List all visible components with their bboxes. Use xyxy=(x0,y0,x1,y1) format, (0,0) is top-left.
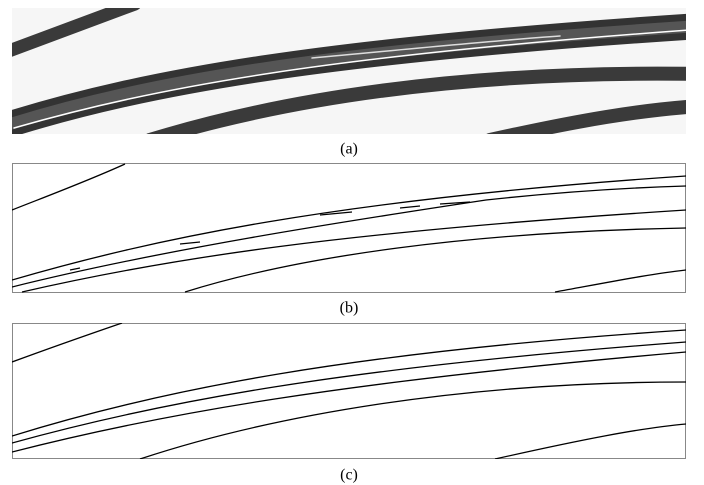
panel-label: (a) xyxy=(340,141,358,158)
edge-panel xyxy=(12,323,686,459)
panel-label: (b) xyxy=(340,300,359,317)
image-panel xyxy=(4,4,700,140)
edge-panel xyxy=(12,164,686,293)
panel-label: (c) xyxy=(340,467,358,484)
figure: (a) (b) (c) xyxy=(0,0,704,485)
